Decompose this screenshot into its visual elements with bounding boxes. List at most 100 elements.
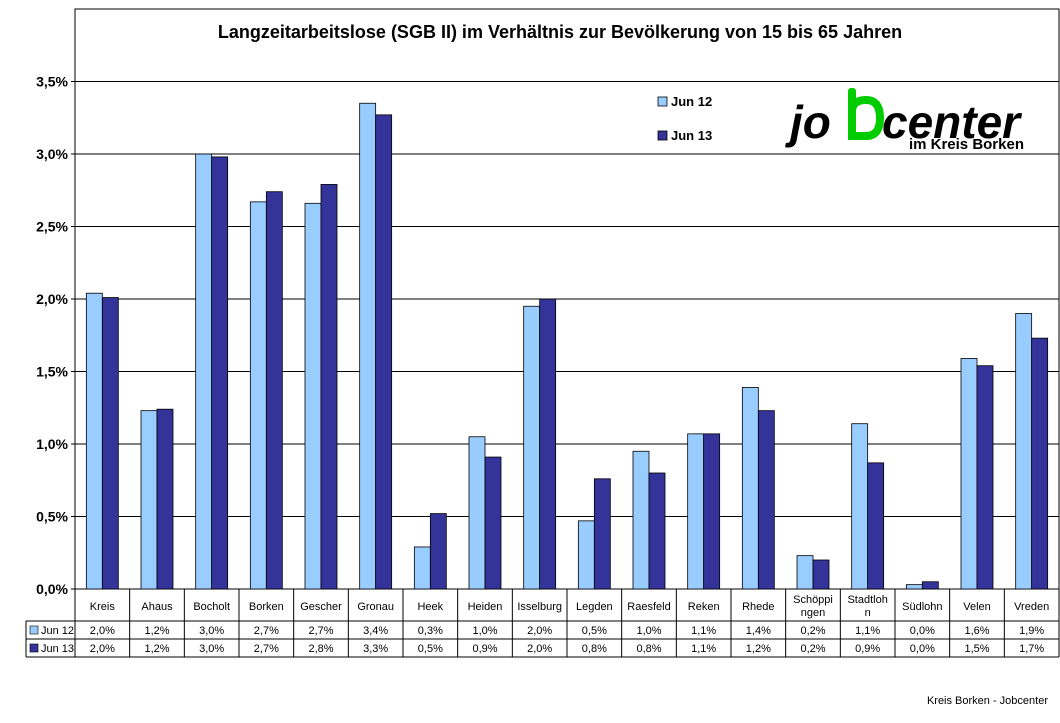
y-tick-label: 0,5% bbox=[36, 509, 68, 525]
table-cell: 0,0% bbox=[910, 643, 935, 655]
category-label: Heek bbox=[417, 601, 443, 613]
table-cell: 1,1% bbox=[691, 625, 716, 637]
legend-label-jun12: Jun 12 bbox=[671, 94, 712, 109]
category-label: Ahaus bbox=[141, 601, 173, 613]
bar-jun13 bbox=[265, 191, 283, 590]
table-cell: 0,8% bbox=[636, 643, 661, 655]
category-label: Bocholt bbox=[193, 601, 230, 613]
table-cell: 3,0% bbox=[199, 625, 224, 637]
bar-jun13 bbox=[648, 472, 666, 590]
category-label: ngen bbox=[801, 607, 825, 619]
category-label: n bbox=[865, 607, 871, 619]
table-cell: 1,5% bbox=[964, 643, 989, 655]
table-cell: 1,2% bbox=[144, 625, 169, 637]
bar-jun12 bbox=[577, 520, 595, 590]
table-cell: 1,6% bbox=[964, 625, 989, 637]
bar-jun12 bbox=[523, 305, 541, 590]
table-cell: 0,3% bbox=[418, 625, 443, 637]
table-series-name: Jun 12 bbox=[41, 625, 74, 637]
table-series-name: Jun 13 bbox=[41, 643, 74, 655]
table-cell: 1,2% bbox=[746, 643, 771, 655]
table-cell: 0,5% bbox=[418, 643, 443, 655]
category-label: Heiden bbox=[468, 601, 503, 613]
chart-title: Langzeitarbeitslose (SGB II) im Verhältn… bbox=[218, 22, 902, 42]
legend-label-jun13: Jun 13 bbox=[671, 128, 712, 143]
category-label: Isselburg bbox=[517, 601, 562, 613]
bars bbox=[85, 102, 1049, 590]
bar-jun13 bbox=[757, 410, 775, 590]
category-label: Gronau bbox=[357, 601, 394, 613]
bar-jun13 bbox=[211, 156, 229, 590]
table-legend-key bbox=[29, 625, 39, 635]
table-cell: 1,9% bbox=[1019, 625, 1044, 637]
table-cell: 1,2% bbox=[144, 643, 169, 655]
bar-jun13 bbox=[976, 365, 994, 590]
footer-credit: Kreis Borken - Jobcenter bbox=[926, 695, 1048, 707]
bar-jun13 bbox=[921, 581, 939, 590]
y-tick-label: 1,5% bbox=[36, 364, 68, 380]
category-label: Schöppi bbox=[793, 594, 833, 606]
legend-swatch-jun13 bbox=[657, 130, 668, 141]
y-tick-label: 2,0% bbox=[36, 291, 68, 307]
bar-jun12 bbox=[468, 436, 486, 590]
bar-jun13 bbox=[812, 559, 830, 590]
table-cell: 0,9% bbox=[855, 643, 880, 655]
table-cell: 3,3% bbox=[363, 643, 388, 655]
table-cell: 2,7% bbox=[308, 625, 333, 637]
table-cell: 0,0% bbox=[910, 625, 935, 637]
bar-jun13 bbox=[593, 478, 611, 590]
bar-jun12 bbox=[741, 387, 759, 590]
table-cell: 1,7% bbox=[1019, 643, 1044, 655]
y-tick-label: 3,0% bbox=[36, 146, 68, 162]
y-tick-label: 1,0% bbox=[36, 436, 68, 452]
category-label: Reken bbox=[688, 601, 720, 613]
bar-jun13 bbox=[539, 298, 557, 590]
table-cell: 2,0% bbox=[90, 625, 115, 637]
bar-jun13 bbox=[484, 456, 502, 590]
bar-jun12 bbox=[195, 153, 213, 590]
bar-jun12 bbox=[1015, 313, 1033, 590]
logo-wordmark-left: jo bbox=[785, 96, 831, 148]
table-cell: 1,0% bbox=[636, 625, 661, 637]
bar-jun13 bbox=[375, 114, 393, 590]
table-cell: 1,1% bbox=[855, 625, 880, 637]
table-cell: 0,9% bbox=[472, 643, 497, 655]
category-label: Kreis bbox=[90, 601, 116, 613]
bar-jun12 bbox=[304, 202, 322, 590]
bar-jun12 bbox=[249, 201, 267, 590]
bar-jun12 bbox=[905, 584, 923, 590]
bar-jun13 bbox=[156, 408, 174, 590]
category-label: Gescher bbox=[300, 601, 342, 613]
y-tick-label: 2,5% bbox=[36, 219, 68, 235]
table-cell: 3,4% bbox=[363, 625, 388, 637]
jobcenter-logo: jo center im Kreis Borken bbox=[785, 88, 1024, 153]
logo-wordmark-right: center bbox=[882, 96, 1022, 148]
bar-jun13 bbox=[101, 297, 119, 590]
category-label: Velen bbox=[963, 601, 991, 613]
table-cell: 2,0% bbox=[527, 643, 552, 655]
category-label: Stadtloh bbox=[847, 594, 887, 606]
category-label: Vreden bbox=[1014, 601, 1049, 613]
bar-jun13 bbox=[867, 462, 885, 590]
category-label: Südlohn bbox=[902, 601, 942, 613]
table-cell: 0,5% bbox=[582, 625, 607, 637]
category-label: Borken bbox=[249, 601, 284, 613]
table-cell: 0,8% bbox=[582, 643, 607, 655]
table-cell: 1,0% bbox=[472, 625, 497, 637]
table-legend-key bbox=[29, 643, 39, 653]
category-label: Raesfeld bbox=[627, 601, 670, 613]
table-cell: 2,8% bbox=[308, 643, 333, 655]
category-label: Legden bbox=[576, 601, 613, 613]
y-tick-label: 0,0% bbox=[36, 581, 68, 597]
category-label: Rhede bbox=[742, 601, 774, 613]
bar-jun12 bbox=[960, 358, 978, 590]
table-cell: 0,2% bbox=[800, 625, 825, 637]
bar-jun12 bbox=[85, 292, 103, 590]
table-cell: 2,0% bbox=[90, 643, 115, 655]
logo-subtitle: im Kreis Borken bbox=[909, 136, 1024, 153]
table-cell: 2,7% bbox=[254, 625, 279, 637]
bar-jun12 bbox=[413, 546, 431, 590]
bar-jun13 bbox=[703, 433, 721, 590]
logo-b-glyph bbox=[848, 88, 885, 140]
